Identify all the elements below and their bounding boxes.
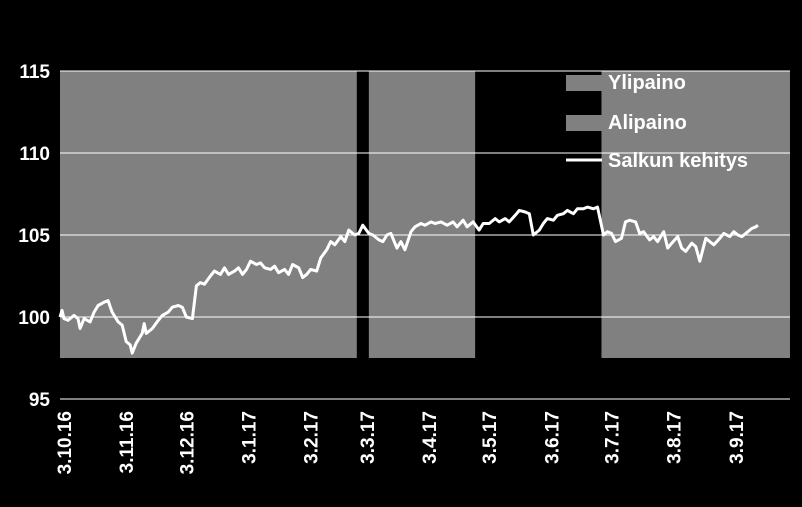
- x-tick-label: 3.7.17: [603, 411, 624, 464]
- shaded-band: [368, 71, 476, 358]
- legend-label: Ylipaino: [608, 72, 686, 94]
- y-tick-label: 110: [19, 144, 50, 165]
- x-tick-label: 3.4.17: [420, 411, 441, 464]
- y-axis: 95 100 105 110 115: [18, 62, 50, 411]
- x-tick-label: 3.9.17: [727, 411, 748, 464]
- x-tick-label: 3.11.16: [117, 411, 138, 473]
- legend-label: Salkun kehitys: [608, 150, 748, 172]
- series-line: [58, 205, 759, 355]
- shaded-band: [60, 71, 357, 358]
- x-tick-label: 3.5.17: [480, 411, 501, 464]
- y-tick-label: 100: [18, 308, 50, 329]
- legend-label: Alipaino: [608, 112, 687, 134]
- series-layer: [58, 205, 759, 355]
- x-tick-label: 3.10.16: [55, 411, 76, 474]
- legend-swatch: [566, 115, 602, 131]
- x-tick-label: 3.8.17: [665, 411, 686, 464]
- x-axis: 3.10.16 3.11.16 3.12.16 3.1.17 3.2.17 3.3.17 3…: [55, 398, 790, 474]
- x-tick-label: 3.3.17: [358, 411, 379, 464]
- shaded-band: [601, 71, 790, 358]
- x-tick-label: 3.6.17: [542, 411, 563, 464]
- y-tick-label: 105: [18, 226, 50, 247]
- y-tick-label: 95: [29, 390, 51, 411]
- legend: Ylipaino Alipaino Salkun kehitys: [566, 72, 748, 172]
- x-tick-label: 3.2.17: [302, 411, 323, 464]
- band-layer: [60, 71, 790, 358]
- x-tick-label: 3.1.17: [240, 411, 261, 464]
- legend-swatch: [566, 75, 602, 91]
- y-tick-label: 115: [19, 62, 50, 83]
- grid-layer: [60, 70, 790, 318]
- x-tick-label: 3.12.16: [177, 411, 198, 474]
